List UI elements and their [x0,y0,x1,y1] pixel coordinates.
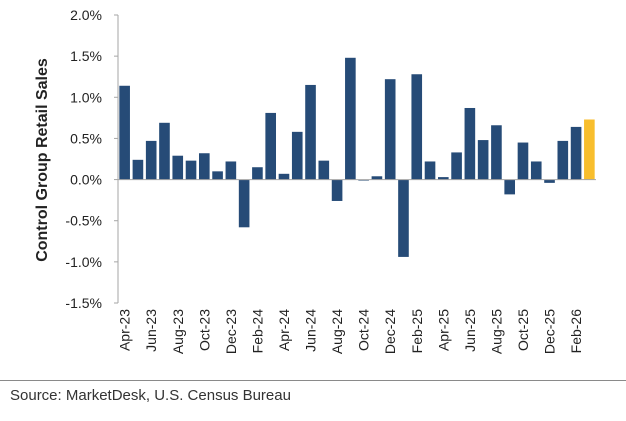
source-note: Source: MarketDesk, U.S. Census Bureau [10,387,291,404]
x-tick-label: Dec-25 [542,309,558,354]
x-tick-label: Jun-24 [303,309,319,352]
y-tick-label: -0.5% [65,213,102,229]
bar-sep-24 [345,57,356,180]
x-tick-label: Apr-23 [117,309,133,351]
x-tick-label: Oct-25 [515,309,531,351]
bar-dec-24 [384,79,396,180]
bar-nov-25 [530,161,542,180]
bar-sep-23 [185,160,197,180]
y-tick-label: 0.0% [70,172,102,188]
bar-jan-25 [398,179,409,257]
bar-oct-25 [517,142,529,180]
y-axis-title: Control Group Retail Sales [34,58,51,262]
bar-aug-23 [172,155,184,180]
x-tick-label: Apr-24 [276,309,292,351]
x-tick-label: Feb-25 [409,309,425,354]
x-tick-label: Dec-23 [223,309,239,354]
y-tick-label: 1.0% [70,89,102,105]
y-tick-label: 0.5% [70,130,102,146]
y-tick-label: -1.0% [65,254,102,270]
x-tick-label: Feb-26 [568,309,584,354]
x-tick-label: Aug-23 [170,309,186,354]
y-axis-ticks: 2.0% 1.5% 1.0% 0.5% 0.0% -0.5% -1.0% -1.5% [65,7,118,311]
bar-jul-25 [477,140,489,180]
bar-apr-25 [437,177,449,180]
bar-jun-24 [305,84,316,180]
bar-oct-23 [198,153,210,180]
bar-apr-23 [119,85,130,180]
bar-jul-23 [159,122,170,180]
x-axis-ticks: Apr-23 Jun-23 Aug-23 Oct-23 Dec-23 Feb-24 Apr-… [117,309,584,354]
axes [117,15,596,303]
bar-feb-24 [252,167,263,180]
bars [119,57,595,257]
bar-mar-24 [265,112,277,180]
x-tick-label: Oct-24 [356,309,372,351]
bar-jan-24 [238,179,250,228]
bar-dec-25 [544,179,555,183]
divider-line [0,380,626,381]
bar-may-23 [132,159,144,180]
bar-dec-23 [225,161,237,180]
bar-jul-24 [318,160,330,180]
bar-mar-26 [584,119,595,180]
y-tick-label: -1.5% [65,295,102,311]
x-tick-label: Aug-25 [488,309,504,354]
bar-feb-26 [570,126,582,180]
x-tick-label: Feb-24 [249,309,265,354]
x-tick-label: Jun-23 [143,309,159,352]
bar-sep-25 [504,179,516,195]
bar-nov-23 [212,171,223,180]
bar-jan-26 [557,140,569,180]
bar-may-25 [451,152,462,180]
y-tick-label: 1.5% [70,48,102,64]
bar-feb-25 [411,74,423,180]
bar-apr-24 [278,173,290,180]
y-tick-label: 2.0% [70,7,102,23]
bar-may-24 [291,131,303,180]
x-tick-label: Dec-24 [382,309,398,354]
retail-sales-chart: 2.0% 1.5% 1.0% 0.5% 0.0% -0.5% -1.0% -1.5% Apr-… [34,7,596,354]
x-tick-label: Aug-24 [329,309,345,354]
bar-jun-23 [145,140,157,180]
x-tick-label: Jun-25 [462,309,478,352]
bar-jun-25 [464,107,476,180]
bar-nov-24 [371,176,383,180]
bar-aug-25 [491,125,502,180]
bar-mar-25 [424,161,436,180]
bar-aug-24 [331,179,343,201]
x-tick-label: Apr-25 [435,309,451,351]
x-tick-label: Oct-23 [196,309,212,351]
